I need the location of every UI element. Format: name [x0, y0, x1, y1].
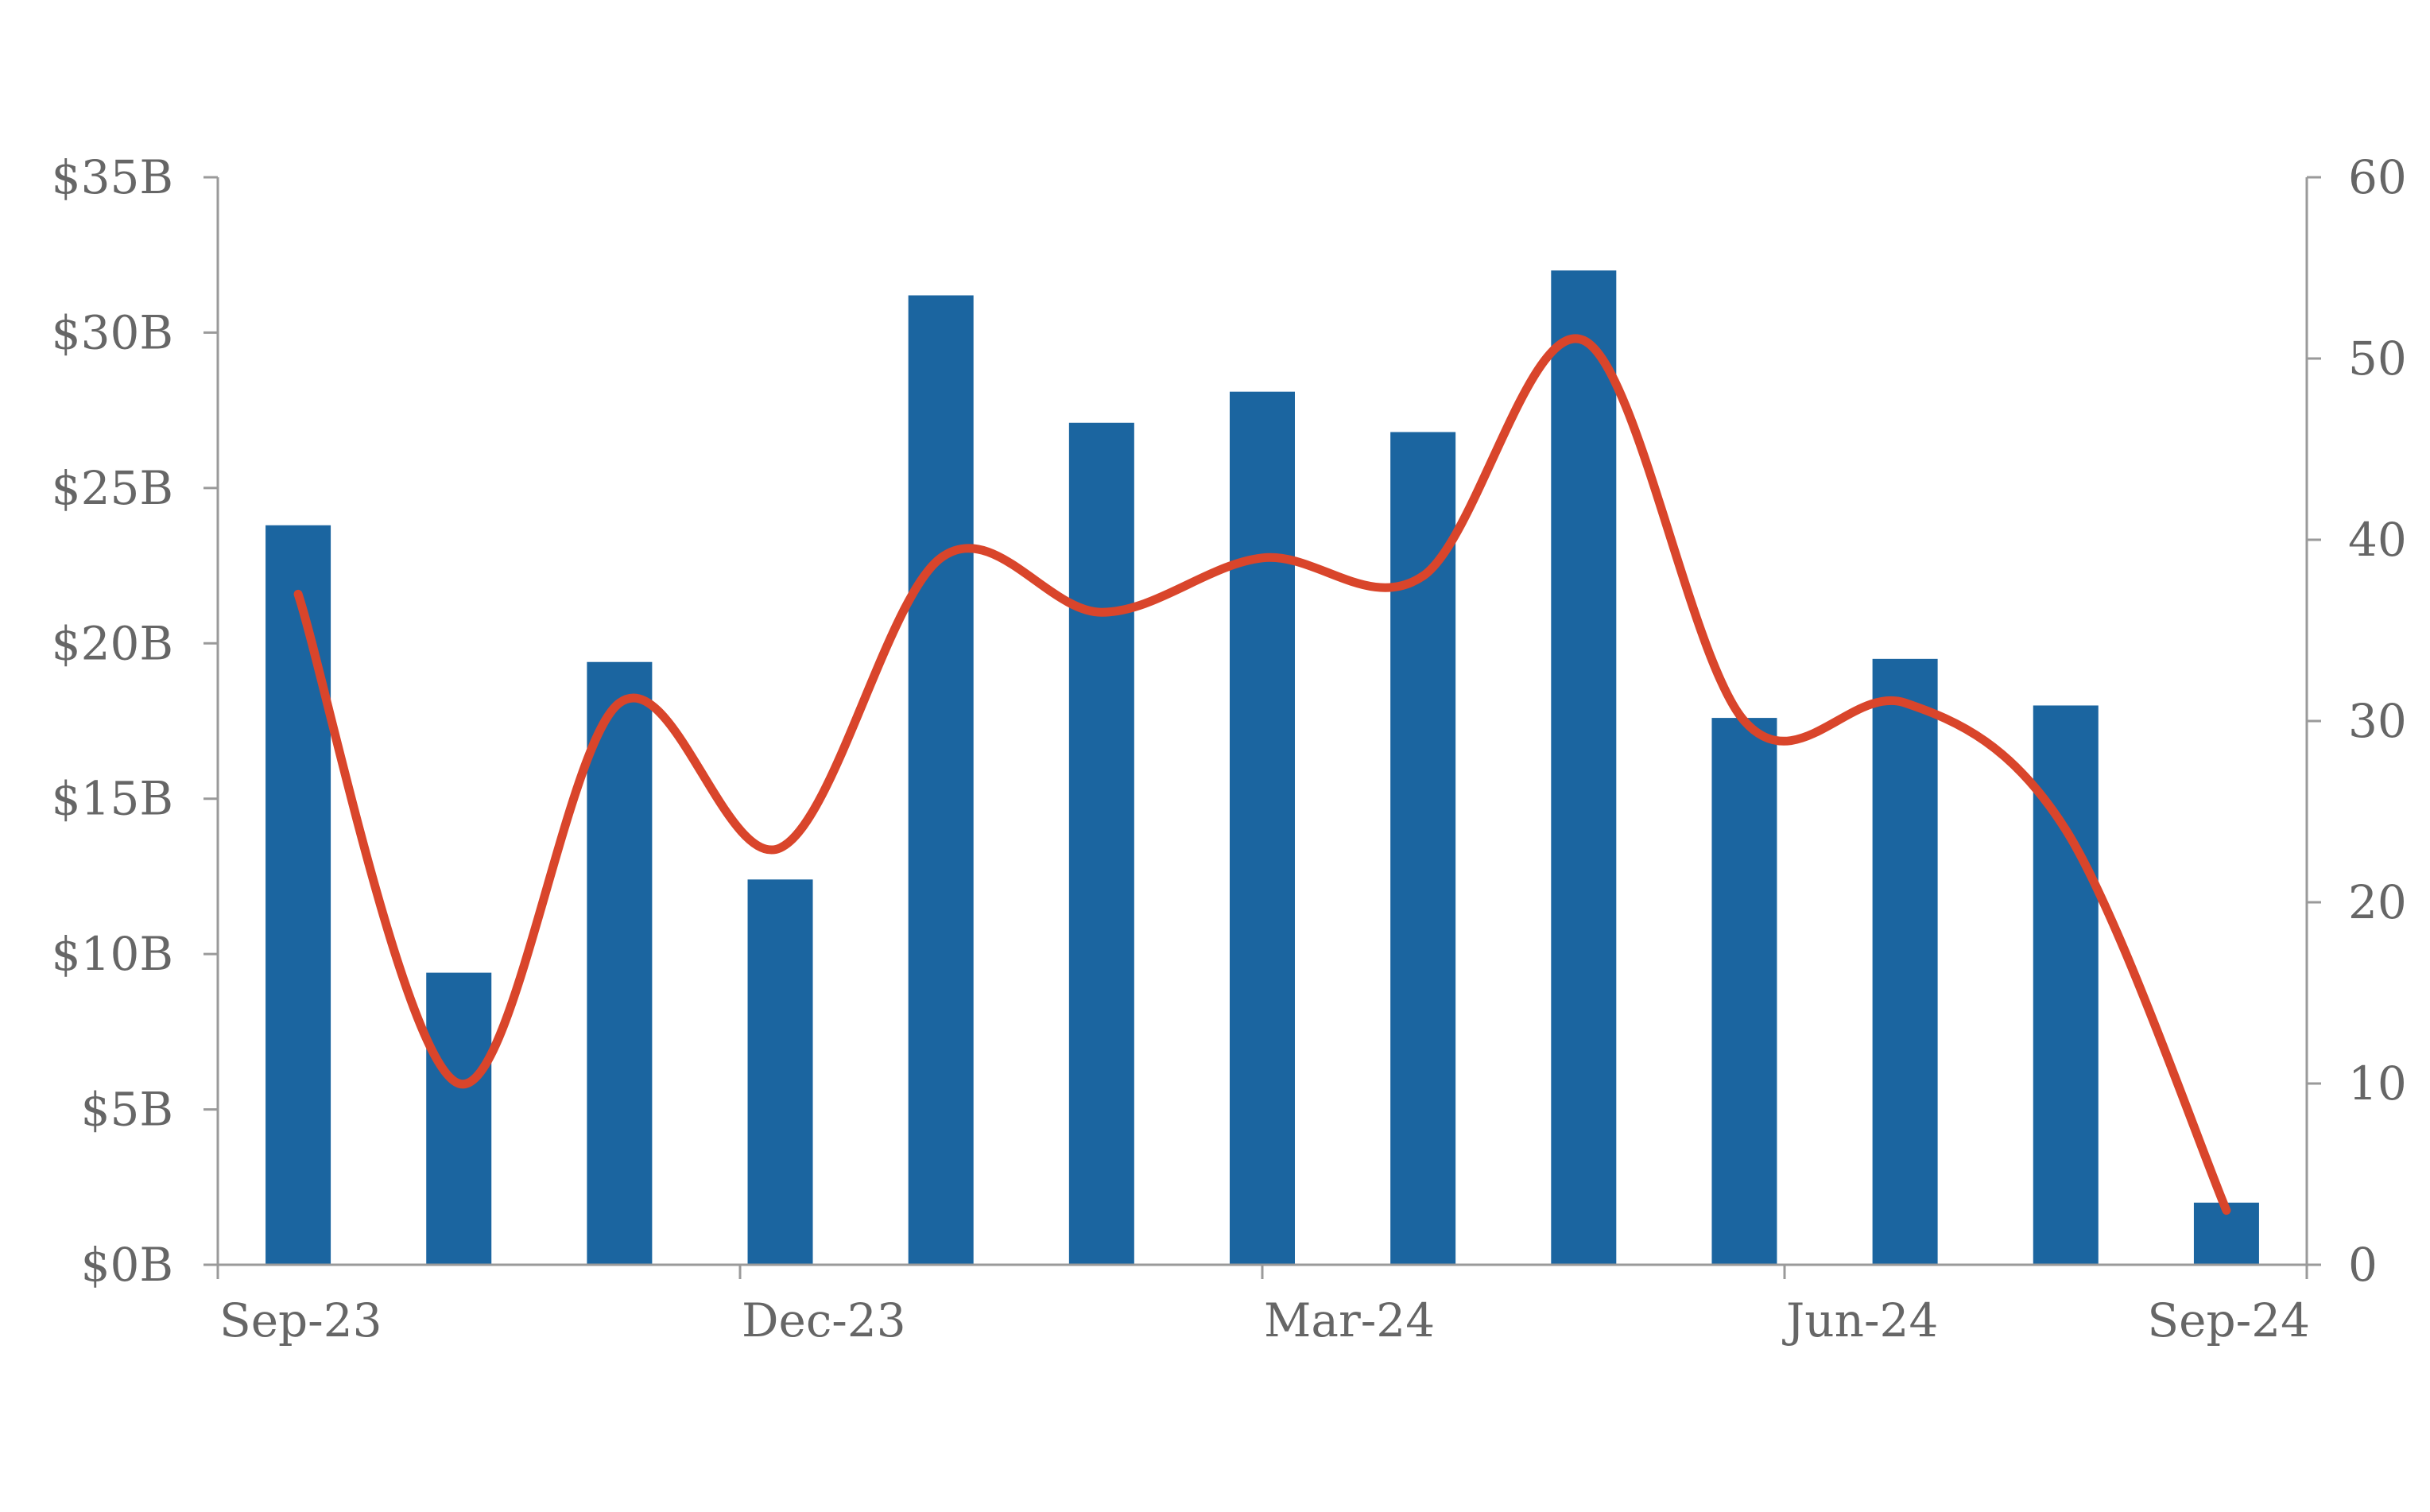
bar-Mar-24 — [1230, 391, 1295, 1266]
y-left-tick-label: $35B — [52, 150, 173, 204]
x-tick-label: Dec-23 — [742, 1293, 906, 1347]
y-left-tick-label: $25B — [52, 461, 173, 515]
y-left-tick-label: $5B — [81, 1083, 173, 1137]
bar-Jul-24 — [1872, 658, 1938, 1265]
y-left-tick-label: $10B — [52, 927, 173, 981]
y-right-tick-label: 60 — [2348, 150, 2407, 204]
bar-series — [265, 270, 2259, 1266]
x-tick-label: Sep-23 — [219, 1293, 382, 1347]
y-left-tick-label: $15B — [52, 772, 173, 826]
x-tick-label: Jun-24 — [1782, 1293, 1938, 1347]
y-right-tick-label: 40 — [2348, 513, 2407, 567]
axes — [203, 176, 2321, 1279]
bar-Jan-24 — [908, 295, 974, 1265]
y-left-tick-label: $20B — [52, 616, 173, 670]
tick-labels: $0B $5B $10B $15B $20B $25B $30B $35B 0 10 20 30 40 5… — [52, 150, 2407, 1347]
y-right-tick-label: 0 — [2348, 1238, 2378, 1292]
bar-May-24 — [1551, 270, 1617, 1266]
y-right-tick-label: 30 — [2348, 694, 2407, 748]
y-left-tick-label: $0B — [81, 1238, 173, 1292]
x-tick-label: Mar-24 — [1264, 1293, 1435, 1347]
bar-Oct-23 — [426, 972, 492, 1265]
bar-Aug-24 — [2033, 705, 2099, 1265]
y-right-tick-label: 50 — [2348, 331, 2407, 386]
bar-Nov-23 — [587, 661, 653, 1265]
bar-Jun-24 — [1711, 718, 1777, 1265]
x-tick-label: Sep-24 — [2147, 1293, 2310, 1347]
bar-Feb-24 — [1068, 422, 1134, 1266]
y-left-tick-label: $30B — [52, 305, 173, 359]
y-right-tick-label: 10 — [2348, 1056, 2407, 1111]
bar-Sep-23 — [265, 525, 331, 1265]
y-right-tick-label: 20 — [2348, 875, 2407, 929]
line-series — [293, 334, 2231, 1215]
bar-Dec-23 — [747, 879, 813, 1265]
